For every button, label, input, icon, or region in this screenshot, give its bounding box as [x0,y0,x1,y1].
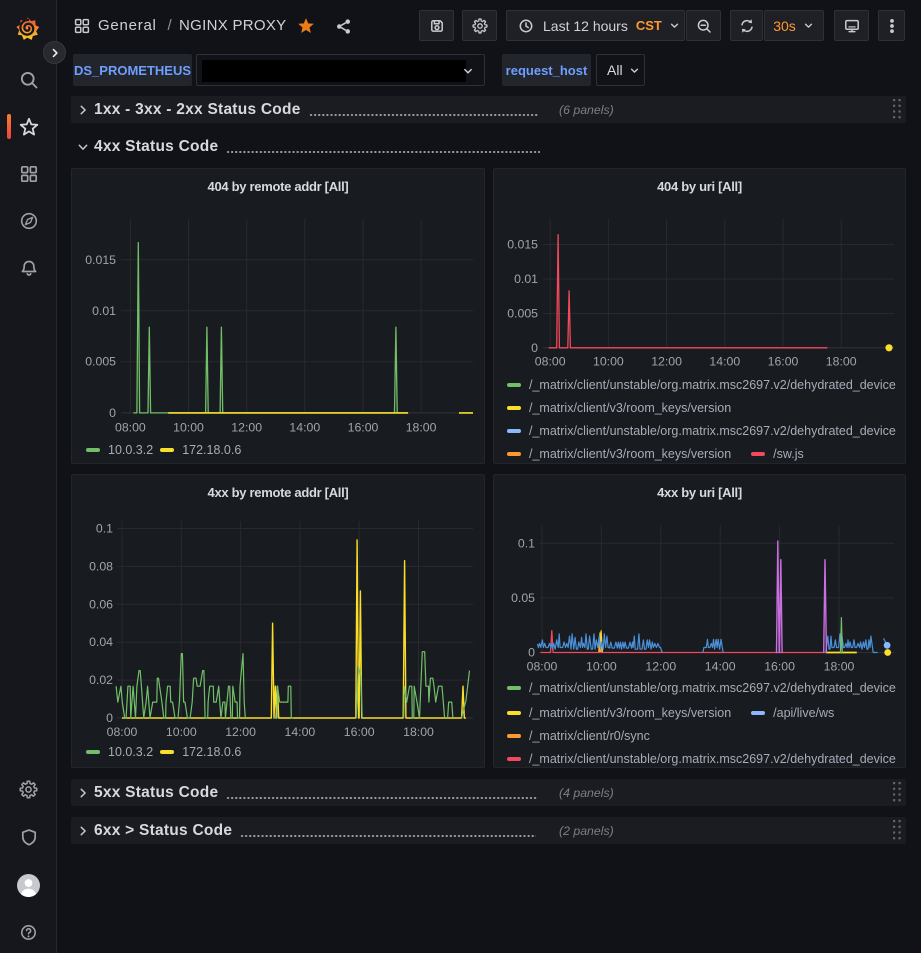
svg-text:0.015: 0.015 [85,253,116,267]
svg-text:12:00: 12:00 [231,421,262,435]
svg-text:0: 0 [528,646,535,660]
svg-text:0.04: 0.04 [89,635,113,649]
svg-text:0: 0 [109,406,116,420]
svg-text:0.01: 0.01 [514,272,538,286]
svg-text:10:00: 10:00 [166,725,197,739]
svg-text:08:00: 08:00 [535,355,566,369]
svg-text:14:00: 14:00 [705,660,736,674]
svg-text:16:00: 16:00 [764,660,795,674]
svg-text:0.005: 0.005 [507,307,538,321]
svg-text:10:00: 10:00 [173,421,204,435]
svg-text:0.1: 0.1 [518,536,535,550]
svg-text:0.08: 0.08 [89,559,113,573]
svg-text:12:00: 12:00 [225,725,256,739]
svg-text:0.01: 0.01 [92,304,116,318]
svg-text:0.005: 0.005 [85,355,116,369]
svg-text:18:00: 18:00 [406,421,437,435]
svg-text:18:00: 18:00 [403,725,434,739]
svg-text:12:00: 12:00 [645,660,676,674]
svg-text:14:00: 14:00 [709,355,740,369]
svg-text:0.05: 0.05 [511,591,535,605]
svg-text:08:00: 08:00 [115,421,146,435]
svg-text:18:00: 18:00 [826,355,857,369]
svg-text:0.02: 0.02 [89,673,113,687]
svg-text:0.06: 0.06 [89,597,113,611]
svg-text:0.1: 0.1 [96,522,113,536]
svg-text:18:00: 18:00 [824,660,855,674]
svg-text:0: 0 [106,711,113,725]
svg-text:10:00: 10:00 [593,355,624,369]
svg-text:12:00: 12:00 [651,355,682,369]
svg-text:16:00: 16:00 [348,421,379,435]
svg-text:16:00: 16:00 [344,725,375,739]
svg-text:10:00: 10:00 [586,660,617,674]
svg-text:0.015: 0.015 [507,238,538,252]
svg-text:08:00: 08:00 [527,660,558,674]
svg-text:0: 0 [531,341,538,355]
svg-text:16:00: 16:00 [768,355,799,369]
svg-text:14:00: 14:00 [289,421,320,435]
svg-text:14:00: 14:00 [285,725,316,739]
svg-text:08:00: 08:00 [107,725,138,739]
